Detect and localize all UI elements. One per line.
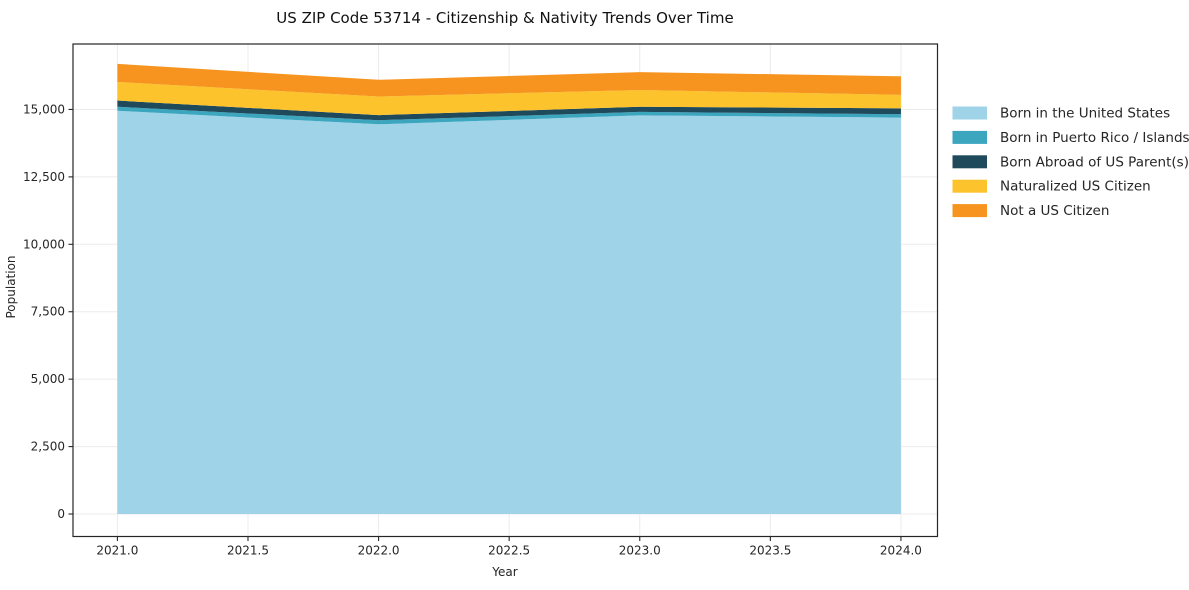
y-tick-label: 7,500 xyxy=(31,305,65,319)
y-tick-label: 0 xyxy=(57,507,65,521)
area-series-4 xyxy=(117,63,901,97)
area-series-3 xyxy=(117,81,901,116)
x-tick-label: 2022.0 xyxy=(358,544,400,558)
legend-swatch xyxy=(952,155,987,169)
y-axis-ticks: 0 2,500 5,000 7,500 10,000 12,500 15,000 xyxy=(23,102,73,521)
area-series-layer xyxy=(117,63,901,515)
legend-label: Naturalized US Citizen xyxy=(1000,179,1151,195)
legend-swatch xyxy=(952,179,987,193)
y-tick-label: 5,000 xyxy=(31,372,65,386)
x-tick-label: 2023.0 xyxy=(619,544,661,558)
plot-border xyxy=(72,43,939,538)
x-tick-label: 2023.5 xyxy=(749,544,791,558)
x-axis-label: Year xyxy=(491,565,517,579)
legend-item-4: Not a US Citizen xyxy=(952,203,1109,219)
legend-label: Not a US Citizen xyxy=(1000,203,1109,219)
legend-swatch xyxy=(952,106,987,120)
y-tick-label: 10,000 xyxy=(23,237,65,251)
area-series-2 xyxy=(117,100,901,121)
chart-title: US ZIP Code 53714 - Citizenship & Nativi… xyxy=(276,9,733,27)
x-axis-ticks: 2021.0 2021.5 2022.0 2022.5 2023.0 2023.5 2024… xyxy=(96,536,922,558)
y-tick-label: 2,500 xyxy=(31,440,65,454)
legend-label: Born Abroad of US Parent(s) xyxy=(1000,154,1189,170)
legend: Born in the United States Born in Puerto … xyxy=(952,106,1189,219)
legend-item-0: Born in the United States xyxy=(952,106,1170,122)
y-tick-label: 12,500 xyxy=(23,170,65,184)
area-series-1 xyxy=(117,106,901,125)
legend-item-3: Naturalized US Citizen xyxy=(952,179,1151,195)
x-tick-label: 2021.0 xyxy=(96,544,138,558)
legend-swatch xyxy=(952,130,987,144)
y-axis-label: Population xyxy=(4,255,18,318)
legend-label: Born in Puerto Rico / Islands xyxy=(1000,130,1189,146)
x-tick-label: 2021.5 xyxy=(227,544,269,558)
y-tick-label: 15,000 xyxy=(23,102,65,116)
area-series-0 xyxy=(117,110,901,515)
legend-label: Born in the United States xyxy=(1000,106,1170,122)
legend-item-2: Born Abroad of US Parent(s) xyxy=(952,154,1189,170)
legend-swatch xyxy=(952,204,987,218)
legend-item-1: Born in Puerto Rico / Islands xyxy=(952,130,1189,146)
x-tick-label: 2024.0 xyxy=(880,544,922,558)
x-tick-label: 2022.5 xyxy=(488,544,530,558)
